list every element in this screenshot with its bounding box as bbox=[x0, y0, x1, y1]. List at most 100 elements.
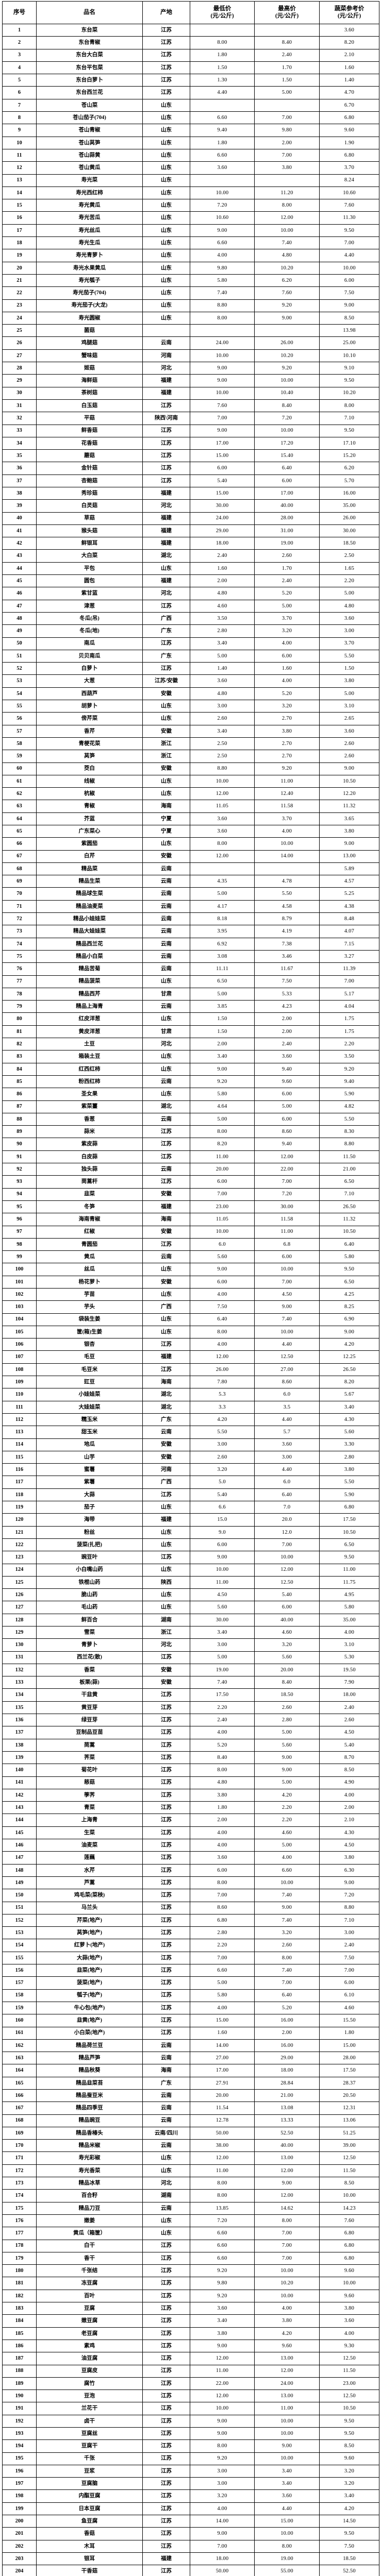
cell-product-name: 精品冰草 bbox=[36, 2177, 143, 2190]
cell-product-name: 黄豆芽 bbox=[36, 1701, 143, 1715]
cell-origin: 山东 bbox=[142, 161, 190, 175]
cell-origin: 江苏 bbox=[142, 2339, 190, 2353]
cell-max-price: 9.00 bbox=[254, 2439, 320, 2453]
cell-origin: 湖北 bbox=[142, 549, 190, 563]
cell-min-price: 2.40 bbox=[190, 549, 255, 563]
cell-origin: 福建 bbox=[142, 486, 190, 500]
cell-origin: 江苏 bbox=[142, 1764, 190, 1777]
cell-min-price: 7.40 bbox=[190, 1676, 255, 1689]
cell-product-name: 海鲜菇 bbox=[36, 374, 143, 387]
cell-row-index: 23 bbox=[2, 299, 37, 312]
table-row: 113 甜玉米 云南 5.50 5.7 5.60 bbox=[2, 1426, 379, 1439]
table-row: 105 筐(箱)生姜 山东 8.00 10.00 9.00 bbox=[2, 1325, 379, 1339]
cell-max-price: 7.0 bbox=[254, 1501, 320, 1514]
cell-min-price: 12.00 bbox=[190, 2151, 255, 2165]
cell-product-name: 香芹 bbox=[36, 724, 143, 738]
cell-reference-price: 7.00 bbox=[319, 1964, 379, 1977]
cell-product-name: 苍山茄子(704) bbox=[36, 111, 143, 125]
cell-max-price: 28.00 bbox=[254, 512, 320, 525]
table-row: 118 大蒜 江苏 5.40 6.40 5.90 bbox=[2, 1488, 379, 1502]
cell-product-name: 千张 bbox=[36, 2452, 143, 2465]
table-row: 188 豆腐皮 江苏 11.00 12.00 11.50 bbox=[2, 2364, 379, 2378]
cell-max-price: 12.00 bbox=[254, 1150, 320, 1164]
table-row: 163 精品芦笋 云南 27.00 29.00 28.00 bbox=[2, 2052, 379, 2065]
cell-row-index: 2 bbox=[2, 36, 37, 49]
column-header-reference-price: 蔬菜参考价 (元/公斤) bbox=[319, 1, 379, 24]
cell-reference-price: 4.57 bbox=[319, 875, 379, 888]
cell-max-price: 10.00 bbox=[254, 1876, 320, 1890]
cell-min-price: 3.60 bbox=[190, 674, 255, 688]
cell-max-price: 5.7 bbox=[254, 1426, 320, 1439]
cell-min-price: 5.80 bbox=[190, 1989, 255, 2002]
cell-min-price: 6.00 bbox=[190, 462, 255, 475]
cell-product-name: 雪菜 bbox=[36, 1625, 143, 1639]
cell-row-index: 108 bbox=[2, 1363, 37, 1377]
cell-min-price: 3.40 bbox=[190, 724, 255, 738]
cell-product-name: 兰花干 bbox=[36, 2402, 143, 2415]
cell-max-price: 10.40 bbox=[254, 386, 320, 400]
cell-origin: 山东 bbox=[142, 1062, 190, 1076]
table-row: 192 卤干 江苏 9.00 10.00 9.50 bbox=[2, 2414, 379, 2428]
cell-origin: 江苏 bbox=[142, 2565, 190, 2576]
cell-row-index: 73 bbox=[2, 925, 37, 938]
table-row: 147 莲藕 江苏 3.60 4.00 3.80 bbox=[2, 1851, 379, 1865]
cell-reference-price: 2.60 bbox=[319, 737, 379, 751]
table-row: 122 菠菜(扎把) 山东 6.00 7.00 6.50 bbox=[2, 1538, 379, 1552]
cell-row-index: 199 bbox=[2, 2502, 37, 2516]
cell-origin: 江苏 bbox=[142, 1338, 190, 1351]
cell-row-index: 91 bbox=[2, 1150, 37, 1164]
cell-row-index: 61 bbox=[2, 774, 37, 788]
cell-reference-price: 7.15 bbox=[319, 937, 379, 951]
cell-origin: 山东 bbox=[142, 2214, 190, 2228]
cell-max-price: 6.00 bbox=[254, 474, 320, 487]
cell-min-price: 5.40 bbox=[190, 1488, 255, 1502]
cell-product-name: 豆腐脑 bbox=[36, 2477, 143, 2490]
table-row: 49 冬瓜(地) 广东 2.80 3.20 3.00 bbox=[2, 624, 379, 638]
cell-product-name: 寿光茄子(704) bbox=[36, 286, 143, 300]
cell-product-name: 毛山药 bbox=[36, 1601, 143, 1614]
cell-reference-price: 3.50 bbox=[319, 1050, 379, 1063]
cell-row-index: 12 bbox=[2, 161, 37, 175]
cell-min-price: 4.00 bbox=[190, 1826, 255, 1840]
cell-origin: 安徽 bbox=[142, 850, 190, 863]
cell-row-index: 32 bbox=[2, 412, 37, 425]
cell-row-index: 104 bbox=[2, 1313, 37, 1326]
cell-row-index: 105 bbox=[2, 1325, 37, 1339]
cell-row-index: 41 bbox=[2, 524, 37, 538]
cell-origin: 广东 bbox=[142, 624, 190, 638]
cell-reference-price: 2.60 bbox=[319, 750, 379, 763]
table-row: 15 寿光黄瓜 山东 7.20 8.00 7.60 bbox=[2, 199, 379, 212]
cell-origin: 江苏 bbox=[142, 1175, 190, 1189]
cell-reference-price: 11.75 bbox=[319, 1575, 379, 1589]
table-row: 129 雪菜 浙江 3.40 4.60 4.00 bbox=[2, 1625, 379, 1639]
cell-max-price: 12.00 bbox=[254, 211, 320, 225]
cell-min-price: 9.20 bbox=[190, 2264, 255, 2278]
cell-product-name: 东台青椒 bbox=[36, 36, 143, 49]
cell-origin: 江苏 bbox=[142, 2352, 190, 2365]
cell-min-price: 9.00 bbox=[190, 2427, 255, 2441]
cell-min-price: 9.0 bbox=[190, 1526, 255, 1539]
cell-max-price: 6.40 bbox=[254, 1488, 320, 1502]
cell-min-price: 6.6 bbox=[190, 1501, 255, 1514]
cell-min-price: 12.00 bbox=[190, 850, 255, 863]
cell-reference-price: 7.60 bbox=[319, 199, 379, 212]
cell-product-name: 红椒 bbox=[36, 1225, 143, 1239]
cell-origin: 河北 bbox=[142, 587, 190, 600]
cell-origin: 湖北 bbox=[142, 1400, 190, 1414]
cell-row-index: 15 bbox=[2, 199, 37, 212]
cell-origin: 山东 bbox=[142, 2227, 190, 2240]
cell-product-name: 青萝卜 bbox=[36, 1638, 143, 1652]
cell-max-price: 10.00 bbox=[254, 224, 320, 238]
cell-product-name: 黄瓜（箱筐） bbox=[36, 2227, 143, 2240]
cell-reference-price: 9.50 bbox=[319, 424, 379, 437]
cell-origin: 江苏 bbox=[142, 1776, 190, 1789]
cell-row-index: 52 bbox=[2, 662, 37, 675]
cell-origin: 江苏 bbox=[142, 1826, 190, 1840]
cell-reference-price: 3.27 bbox=[319, 950, 379, 963]
cell-product-name: 瓠子(地产) bbox=[36, 1989, 143, 2002]
table-row: 72 精品小娃娃菜 云南 8.18 8.79 8.48 bbox=[2, 912, 379, 926]
cell-reference-price: 4.20 bbox=[319, 1338, 379, 1351]
cell-origin: 山东 bbox=[142, 1325, 190, 1339]
cell-origin: 福建 bbox=[142, 386, 190, 400]
cell-origin: 江苏 bbox=[142, 1926, 190, 1940]
